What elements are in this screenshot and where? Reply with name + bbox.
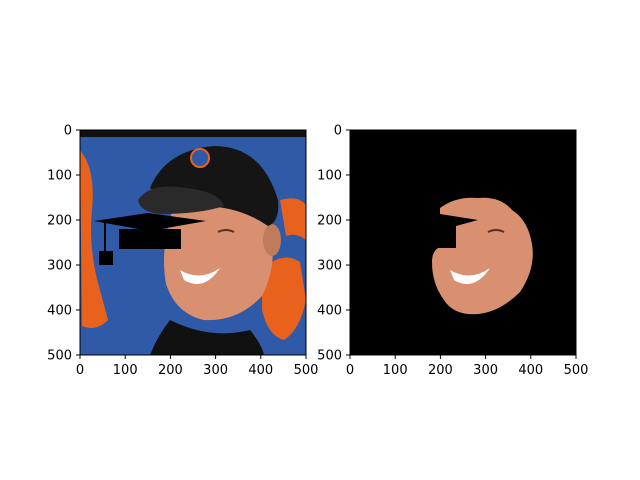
right-x-tick-label: 500 (564, 363, 589, 378)
left-cap-logo (190, 148, 210, 168)
left-image-top-bar (80, 130, 306, 137)
left-y-tick-label: 400 (47, 304, 72, 319)
left-ear (263, 224, 281, 256)
right-y-tick-label: 500 (317, 349, 342, 364)
left-x-tick-label: 200 (158, 363, 183, 378)
left-subplot: 0 100 200 300 400 500 0 100 200 300 400 500 (47, 124, 318, 379)
right-x-tick-label: 100 (383, 363, 408, 378)
left-graduation-cap-board (94, 213, 206, 231)
left-x-tick-label: 100 (113, 363, 138, 378)
left-x-ticks: 0 100 200 300 400 500 (76, 355, 319, 378)
right-y-tick-label: 0 (334, 124, 342, 139)
left-orange-stripe (280, 198, 306, 240)
left-mouth (180, 268, 220, 284)
left-eye (217, 229, 235, 233)
right-y-tick-label: 100 (317, 169, 342, 184)
right-y-tick-label: 200 (317, 214, 342, 229)
right-subplot: 0 100 200 300 400 500 0 100 200 300 400 500 (317, 124, 588, 379)
left-x-tick-label: 300 (203, 363, 228, 378)
left-face (164, 205, 273, 321)
left-x-tick-label: 0 (76, 363, 84, 378)
left-image (80, 130, 306, 355)
right-x-tick-label: 400 (518, 363, 543, 378)
left-y-ticks: 0 100 200 300 400 500 (47, 124, 80, 364)
left-orange-letter-right (262, 257, 306, 340)
right-x-tick-label: 0 (346, 363, 354, 378)
left-axes-frame (79, 129, 307, 356)
left-y-tick-label: 200 (47, 214, 72, 229)
right-y-tick-label: 400 (317, 304, 342, 319)
right-y-ticks: 0 100 200 300 400 500 (317, 124, 350, 364)
right-image (350, 130, 576, 355)
right-y-tick-label: 300 (317, 259, 342, 274)
right-mouth (450, 268, 490, 284)
right-eye (487, 229, 505, 233)
left-y-tick-label: 500 (47, 349, 72, 364)
left-y-tick-label: 300 (47, 259, 72, 274)
left-orange-letter (80, 150, 108, 328)
right-x-tick-label: 300 (473, 363, 498, 378)
left-graduation-cap-tassel (99, 251, 113, 265)
right-face-segment (432, 197, 533, 315)
right-x-ticks: 0 100 200 300 400 500 (346, 355, 589, 378)
left-y-tick-label: 100 (47, 169, 72, 184)
left-x-tick-label: 400 (248, 363, 273, 378)
right-x-tick-label: 200 (428, 363, 453, 378)
left-y-tick-label: 0 (64, 124, 72, 139)
right-axes-frame (349, 129, 577, 356)
left-shirt (150, 320, 264, 355)
left-x-tick-label: 500 (294, 363, 319, 378)
left-cap-brim (138, 186, 224, 214)
left-graduation-cap-base (119, 229, 181, 249)
